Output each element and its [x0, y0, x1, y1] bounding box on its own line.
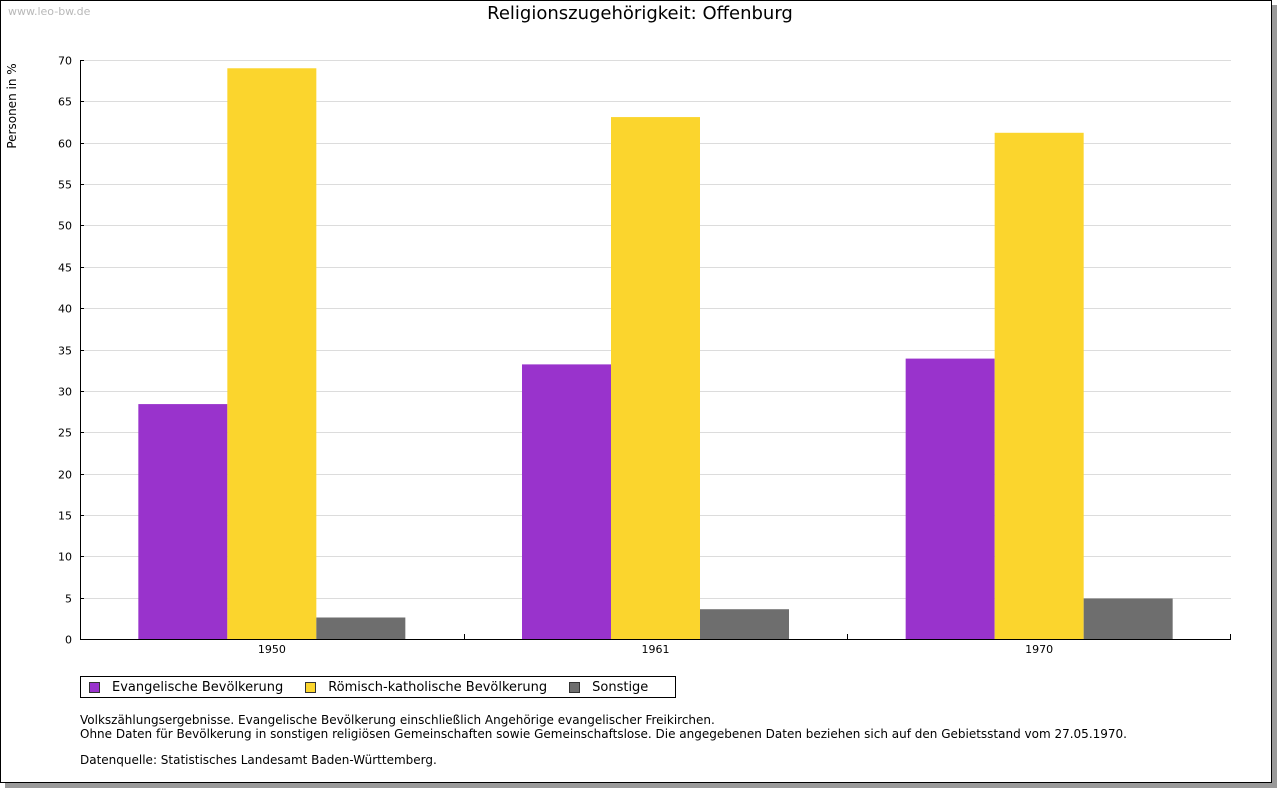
legend-label: Evangelische Bevölkerung	[112, 679, 284, 695]
bar	[700, 609, 789, 639]
y-tick-label: 65	[58, 96, 72, 109]
y-tick-label: 25	[58, 427, 72, 440]
bar	[227, 68, 317, 640]
y-tick-label: 30	[58, 386, 72, 399]
legend-item: Römisch-katholische Bevölkerung	[305, 680, 547, 695]
legend-item: Sonstige	[569, 680, 648, 695]
legend-swatch	[569, 681, 581, 693]
y-tick-label: 0	[65, 634, 72, 647]
legend-label: Römisch-katholische Bevölkerung	[328, 679, 548, 695]
axes: 0 5 10 15 20 25 30 35 40 45 50 55 60 65 70 1950 1961 1970	[58, 55, 1231, 656]
legend-item: Evangelische Bevölkerung	[89, 680, 283, 695]
bar	[522, 364, 611, 639]
bar	[994, 132, 1084, 639]
y-axis-label: Personen in %	[5, 63, 19, 148]
bar-chart: 0 5 10 15 20 25 30 35 40 45 50 55 60 65 70 1950 1961 1970…	[5, 55, 1231, 656]
legend-swatch	[89, 681, 100, 693]
data-source: Datenquelle: Statistisches Landesamt Bad…	[80, 753, 437, 767]
bar	[611, 117, 700, 639]
bars	[138, 68, 1173, 640]
bar	[316, 617, 406, 639]
y-tick-label: 20	[58, 469, 72, 482]
legend: Evangelische Bevölkerung Römisch-katholis…	[80, 676, 676, 698]
y-tick-label: 35	[58, 345, 72, 358]
watermark: www.leo-bw.de	[8, 5, 91, 18]
y-tick-label: 5	[65, 593, 72, 606]
y-tick-label: 10	[58, 551, 72, 564]
bar	[1083, 598, 1173, 639]
x-tick-label: 1961	[642, 643, 670, 656]
bar	[905, 358, 995, 639]
y-tick-label: 70	[58, 55, 72, 68]
note-line-1: Volkszählungsergebnisse. Evangelische Be…	[80, 713, 715, 727]
y-tick-label: 15	[58, 510, 72, 523]
y-tick-label: 40	[58, 303, 72, 316]
y-tick-label: 50	[58, 220, 72, 233]
chart-title: Religionszugehörigkeit: Offenburg	[487, 3, 793, 24]
y-tick-label: 55	[58, 179, 72, 192]
note-line-2: Ohne Daten für Bevölkerung in sonstigen …	[80, 727, 1127, 741]
legend-swatch	[305, 681, 317, 693]
legend-label: Sonstige	[592, 679, 649, 695]
x-tick-label: 1970	[1025, 643, 1053, 656]
y-tick-label: 45	[58, 262, 72, 275]
notes: Volkszählungsergebnisse. Evangelische Be…	[80, 713, 1127, 767]
y-tick-label: 60	[58, 138, 72, 151]
bar	[138, 404, 228, 639]
x-tick-label: 1950	[258, 643, 286, 656]
